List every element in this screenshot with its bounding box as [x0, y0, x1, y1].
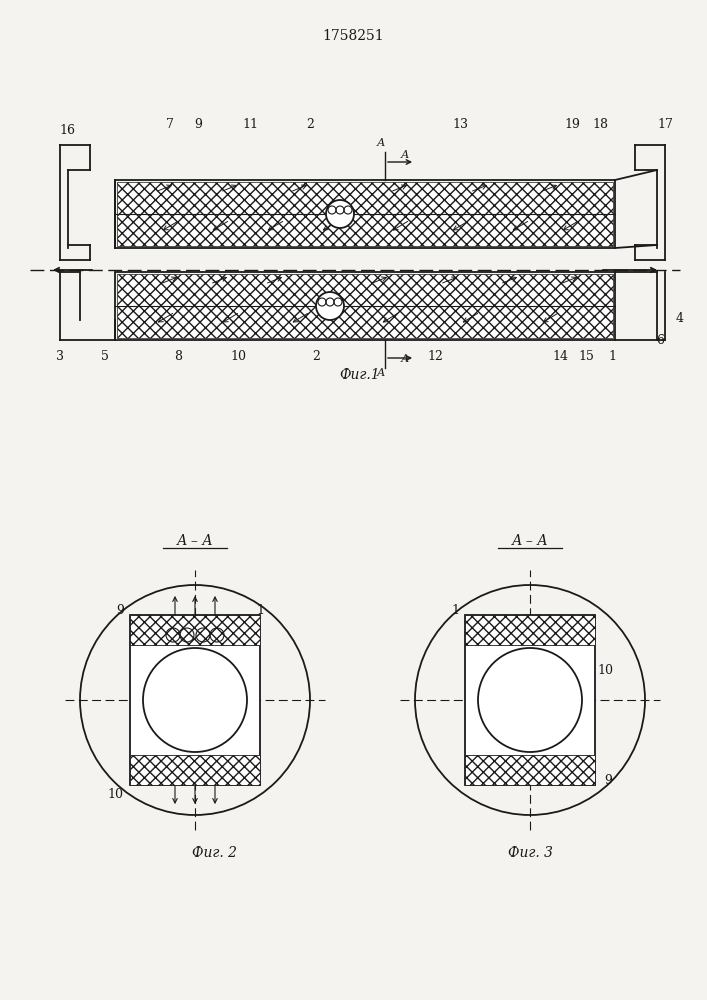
Bar [130, 615, 260, 785]
Text: А – А: А – А [177, 534, 214, 548]
Circle shape [143, 648, 247, 752]
Text: 13: 13 [452, 117, 468, 130]
Text: 16: 16 [59, 123, 75, 136]
Bar [117, 182, 613, 246]
Text: 17: 17 [657, 117, 673, 130]
Text: Фиг. 2: Фиг. 2 [192, 846, 238, 860]
Bar [115, 272, 615, 340]
Bar [117, 274, 613, 338]
Text: 19: 19 [564, 117, 580, 130]
Text: 14: 14 [552, 350, 568, 362]
Bar [465, 615, 595, 645]
Circle shape [326, 200, 354, 228]
Text: 9: 9 [194, 117, 202, 130]
Text: 2: 2 [312, 350, 320, 362]
Text: Фиг.1: Фиг.1 [339, 368, 380, 382]
Text: 1758251: 1758251 [322, 29, 384, 43]
Text: 1: 1 [451, 603, 459, 616]
Text: 3: 3 [56, 350, 64, 362]
Text: А: А [377, 138, 385, 148]
Bar [130, 615, 260, 645]
Text: 7: 7 [166, 117, 174, 130]
Text: 9: 9 [604, 774, 612, 786]
Text: Фиг. 3: Фиг. 3 [508, 846, 552, 860]
Text: 6: 6 [656, 334, 664, 347]
Text: 12: 12 [427, 350, 443, 362]
Text: 2: 2 [306, 117, 314, 130]
Text: 11: 11 [242, 117, 258, 130]
Text: 4: 4 [676, 312, 684, 324]
Text: 10: 10 [107, 788, 123, 802]
Text: 15: 15 [578, 350, 594, 362]
Circle shape [478, 648, 582, 752]
Text: 8: 8 [174, 350, 182, 362]
Text: 5: 5 [101, 350, 109, 362]
Text: 10: 10 [597, 664, 613, 676]
Bar [465, 615, 595, 785]
Text: А: А [401, 150, 409, 160]
Text: 9: 9 [116, 603, 124, 616]
Text: А: А [401, 354, 409, 364]
Bar [130, 755, 260, 785]
Text: 1: 1 [608, 350, 616, 362]
Text: А: А [377, 368, 385, 378]
Bar [465, 755, 595, 785]
Circle shape [316, 292, 344, 320]
Text: А – А: А – А [512, 534, 549, 548]
Text: 10: 10 [230, 350, 246, 362]
Text: 18: 18 [592, 117, 608, 130]
Bar [115, 180, 615, 248]
Text: 1: 1 [256, 603, 264, 616]
